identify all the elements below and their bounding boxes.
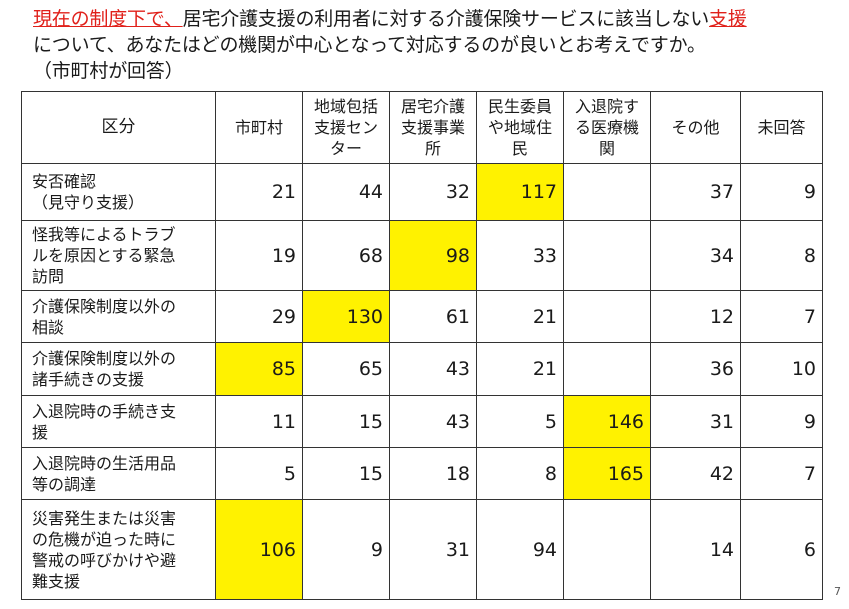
table-row: 怪我等によるトラブ ルを原因とする緊急 訪問 19 68 98 33 34 8 [21, 220, 823, 291]
value-cell: 8 [476, 447, 564, 500]
table-row: 災害発生または災害 の危機が迫った時に 警戒の呼びかけや避 難支援 106 9 31 9… [21, 499, 823, 600]
value-cell: 34 [650, 220, 741, 291]
highlighted-value-cell: 106 [215, 499, 303, 600]
table-row: 介護保険制度以外の 諸手続きの支援 85 65 43 21 36 10 [21, 342, 823, 396]
value-cell: 32 [389, 163, 477, 221]
table-row: 介護保険制度以外の 相談 29 130 61 21 12 7 [21, 290, 823, 343]
value-cell: 11 [215, 395, 303, 448]
value-cell: 43 [389, 342, 477, 396]
question-line-1: 現在の制度下で、居宅介護支援の利用者に対する介護保険サービスに該当しない支援 [33, 6, 833, 32]
column-header: 区分 [21, 91, 216, 164]
row-category: 怪我等によるトラブ ルを原因とする緊急 訪問 [21, 220, 216, 291]
value-cell: 61 [389, 290, 477, 343]
value-cell: 21 [476, 342, 564, 396]
value-cell: 6 [740, 499, 823, 600]
question-text-middle: 居宅介護支援の利用者に対する介護保険サービスに該当しない [182, 8, 710, 30]
value-cell: 36 [650, 342, 741, 396]
question-line-3: （市町村が回答） [33, 60, 184, 82]
value-cell: 5 [476, 395, 564, 448]
table-body: 安否確認 （見守り支援） 21 44 32 117 37 9 怪我等によるトラブ ルを原因とす… [21, 163, 823, 600]
row-category: 災害発生または災害 の危機が迫った時に 警戒の呼びかけや避 難支援 [21, 499, 216, 600]
value-cell: 9 [740, 163, 823, 221]
response-table: 区分 市町村 地域包括 支援セン ター 居宅介護 支援事業 所民生委員 や地域住 民入… [21, 91, 823, 600]
row-category: 安否確認 （見守り支援） [21, 163, 216, 221]
value-cell: 19 [215, 220, 303, 291]
question-line-2: について、あなたはどの機関が中心となって対応するのが良いとお考えですか。 [33, 34, 706, 56]
survey-question: 現在の制度下で、居宅介護支援の利用者に対する介護保険サービスに該当しない支援 に… [33, 6, 833, 84]
highlighted-value-cell: 146 [563, 395, 651, 448]
highlighted-value-cell: 98 [389, 220, 477, 291]
highlighted-value-cell: 117 [476, 163, 564, 221]
header-row: 区分 市町村 地域包括 支援セン ター 居宅介護 支援事業 所民生委員 や地域住 民入… [21, 91, 823, 164]
highlighted-value-cell: 85 [215, 342, 303, 396]
column-header: 市町村 [215, 91, 303, 164]
value-cell: 15 [302, 447, 390, 500]
column-header: 未回答 [740, 91, 823, 164]
highlighted-value-cell: 165 [563, 447, 651, 500]
value-cell: 21 [476, 290, 564, 343]
value-cell: 65 [302, 342, 390, 396]
value-cell: 15 [302, 395, 390, 448]
question-highlight-prefix: 現在の制度下で、 [33, 8, 183, 30]
value-cell: 18 [389, 447, 477, 500]
column-header: その他 [650, 91, 741, 164]
table-row: 安否確認 （見守り支援） 21 44 32 117 37 9 [21, 163, 823, 221]
value-cell: 12 [650, 290, 741, 343]
question-highlight-suffix: 支援 [709, 8, 747, 30]
value-cell: 44 [302, 163, 390, 221]
value-cell: 7 [740, 447, 823, 500]
value-cell [563, 342, 651, 396]
value-cell: 31 [650, 395, 741, 448]
table-row: 入退院時の生活用品 等の調達 5 15 18 8 165 42 7 [21, 447, 823, 500]
value-cell: 7 [740, 290, 823, 343]
value-cell: 14 [650, 499, 741, 600]
value-cell: 8 [740, 220, 823, 291]
value-cell: 43 [389, 395, 477, 448]
column-header: 居宅介護 支援事業 所 [389, 91, 477, 164]
value-cell: 5 [215, 447, 303, 500]
row-category: 介護保険制度以外の 諸手続きの支援 [21, 342, 216, 396]
value-cell: 10 [740, 342, 823, 396]
value-cell: 21 [215, 163, 303, 221]
value-cell [563, 499, 651, 600]
value-cell: 94 [476, 499, 564, 600]
value-cell [563, 163, 651, 221]
column-header: 入退院す る医療機 関 [563, 91, 651, 164]
value-cell [563, 220, 651, 291]
value-cell: 37 [650, 163, 741, 221]
column-header: 地域包括 支援セン ター [302, 91, 390, 164]
value-cell: 9 [740, 395, 823, 448]
value-cell [563, 290, 651, 343]
row-category: 入退院時の生活用品 等の調達 [21, 447, 216, 500]
highlighted-value-cell: 130 [302, 290, 390, 343]
value-cell: 31 [389, 499, 477, 600]
table-row: 入退院時の手続き支 援 11 15 43 5 146 31 9 [21, 395, 823, 448]
value-cell: 33 [476, 220, 564, 291]
value-cell: 29 [215, 290, 303, 343]
value-cell: 42 [650, 447, 741, 500]
column-header: 民生委員 や地域住 民 [476, 91, 564, 164]
page-number: 7 [834, 585, 841, 598]
row-category: 介護保険制度以外の 相談 [21, 290, 216, 343]
value-cell: 9 [302, 499, 390, 600]
value-cell: 68 [302, 220, 390, 291]
row-category: 入退院時の手続き支 援 [21, 395, 216, 448]
